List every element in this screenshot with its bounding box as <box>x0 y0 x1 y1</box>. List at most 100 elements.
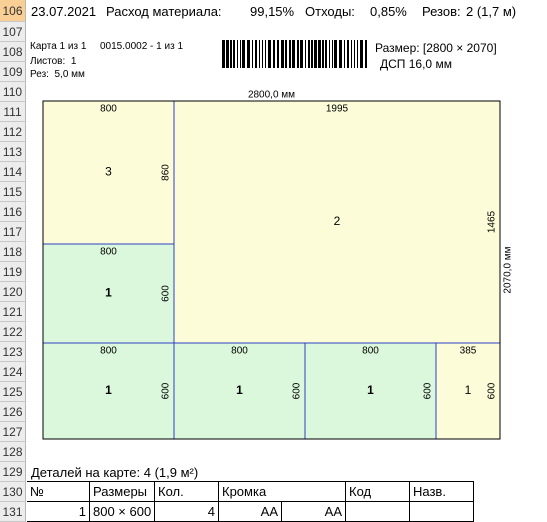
piece-id: 2 <box>334 214 341 228</box>
row-header: 120 <box>0 282 26 302</box>
header-waste: 0,85% <box>370 4 407 19</box>
table-header-cell: Кромка <box>219 482 346 502</box>
barcode-bar <box>360 40 363 68</box>
header-material-label: Расход материала: <box>106 4 222 19</box>
row-header: 110 <box>0 82 26 102</box>
table-header-cell: Размеры <box>90 482 155 502</box>
barcode-bar <box>289 40 291 68</box>
sheets: Листов: 1 <box>30 56 77 67</box>
piece-id: 3 <box>105 165 112 179</box>
row-header: 115 <box>0 182 26 202</box>
table-header-cell: Назв. <box>410 482 474 502</box>
piece <box>173 100 501 344</box>
row-header: 122 <box>0 322 26 342</box>
table-cell: 1 <box>27 502 90 522</box>
table-cell <box>346 502 410 522</box>
barcode-bar <box>311 40 313 68</box>
barcode-bar <box>308 40 310 68</box>
barcode-bar <box>344 40 345 68</box>
barcode-bar <box>297 40 299 68</box>
row-header: 117 <box>0 222 26 242</box>
table-top-border <box>27 481 474 482</box>
barcode-bar <box>268 40 271 68</box>
row-header: 131 <box>0 502 26 522</box>
table-cell: AA <box>219 502 282 522</box>
barcode-bar <box>277 40 279 68</box>
piece-height: 600 <box>487 382 498 399</box>
barcode-bar <box>230 40 232 68</box>
piece <box>42 243 175 344</box>
piece-width: 1995 <box>326 104 349 115</box>
table-cell <box>410 502 474 522</box>
piece-height: 600 <box>292 382 303 399</box>
piece-id: 1 <box>236 383 243 397</box>
piece-width: 800 <box>100 104 117 115</box>
barcode-bar <box>252 40 253 68</box>
barcode-bar <box>305 40 306 68</box>
piece-height: 1465 <box>487 210 498 233</box>
row-header: 129 <box>0 462 26 482</box>
piece-id: 1 <box>367 383 374 397</box>
piece-height: 600 <box>161 382 172 399</box>
row-header: 121 <box>0 302 26 322</box>
barcode-bar <box>351 40 352 68</box>
barcode-bar <box>365 40 367 68</box>
header-waste-label: Отходы: <box>305 4 355 19</box>
table-header-cell: Кол. <box>155 482 219 502</box>
row-header: 124 <box>0 362 26 382</box>
barcode-bar <box>233 40 235 68</box>
row-header: 127 <box>0 422 26 442</box>
row-header: 109 <box>0 62 26 82</box>
sheet-height-label: 2070,0 мм <box>503 246 514 293</box>
row-header: 116 <box>0 202 26 222</box>
row-header: 107 <box>0 22 26 42</box>
row-header: 118 <box>0 242 26 262</box>
piece-id: 1 <box>465 383 472 397</box>
barcode-bar <box>357 40 358 68</box>
piece-id: 1 <box>105 383 112 397</box>
piece-width: 800 <box>231 346 248 357</box>
barcode-bar <box>332 40 333 68</box>
barcode-bar <box>281 40 284 68</box>
row-header: 111 <box>0 102 26 122</box>
header-material: 99,15% <box>250 4 295 19</box>
sheet-border <box>42 100 501 440</box>
table-header-cell: Код <box>346 482 410 502</box>
barcode-bar <box>347 40 349 68</box>
row-header: 113 <box>0 142 26 162</box>
header-cuts-label: Резов: <box>422 4 461 19</box>
barcode-bar <box>237 40 238 68</box>
sheet-material: ДСП 16,0 мм <box>380 57 452 71</box>
header-cuts: 2 (1,7 м) <box>466 4 517 19</box>
barcode-bar <box>273 40 275 68</box>
row-header: 128 <box>0 442 26 462</box>
piece <box>435 342 501 440</box>
piece-height: 600 <box>423 382 434 399</box>
sheet-width-label: 2800,0 мм <box>248 90 295 101</box>
kerf: Рез: 5,0 мм <box>30 69 85 80</box>
barcode-bar <box>354 40 355 68</box>
piece-id: 1 <box>105 286 112 300</box>
table-cell: AA <box>282 502 346 522</box>
header-date: 23.07.2021 <box>31 4 97 19</box>
barcode-bar <box>314 40 317 68</box>
row-header: 114 <box>0 162 26 182</box>
barcode-bar <box>255 40 257 68</box>
row-header: 123 <box>0 342 26 362</box>
table-header-cell: № <box>27 482 90 502</box>
piece-width: 385 <box>460 346 477 357</box>
barcode-bar <box>318 40 321 68</box>
row-header: 130 <box>0 482 26 502</box>
barcode-bar <box>226 40 229 68</box>
card-code: 0015.0002 - 1 из 1 <box>100 41 184 52</box>
barcode-bar <box>265 40 266 68</box>
row-header: 119 <box>0 262 26 282</box>
row-header: 112 <box>0 122 26 142</box>
piece-height: 600 <box>161 285 172 302</box>
card-number: Карта 1 из 1 <box>30 41 87 52</box>
barcode-bar <box>222 40 225 68</box>
row-header: 106 <box>0 0 26 22</box>
row-header: 108 <box>0 42 26 62</box>
